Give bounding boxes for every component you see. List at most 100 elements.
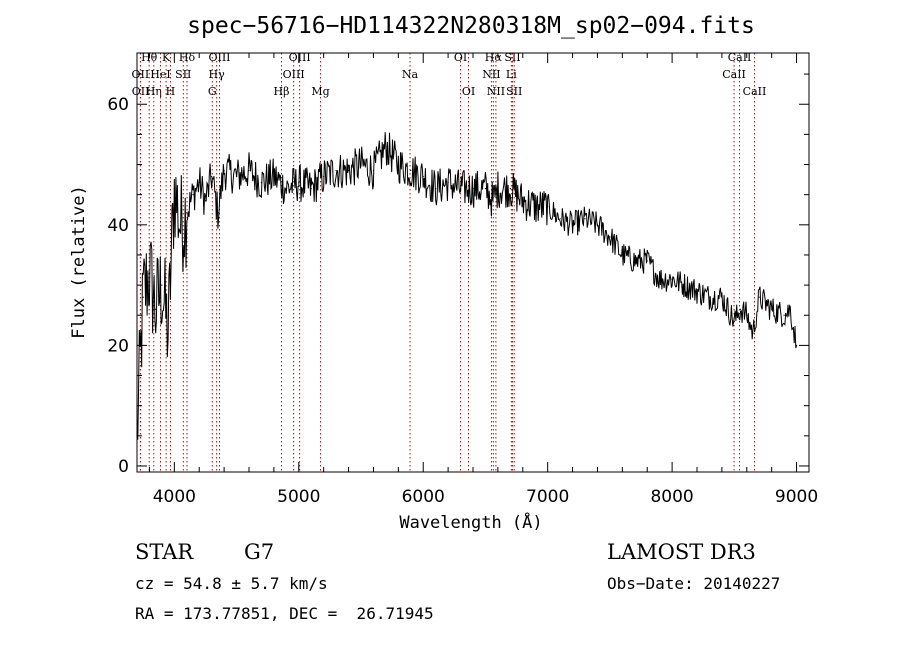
spectrum-point-37	[497, 188, 499, 190]
emission-line-label-15: Mg	[311, 85, 329, 98]
spectrum-point-53	[696, 290, 698, 292]
spectrum-point-20	[298, 182, 300, 184]
object-subclass: G7	[244, 540, 275, 564]
spectrum-point-13	[217, 212, 219, 214]
spectrum-point-32	[447, 182, 449, 184]
spectrum-point-18	[273, 175, 275, 178]
spectrum-point-64	[795, 344, 798, 346]
spectrum-series	[136, 132, 798, 440]
spectrum-point-31	[435, 188, 437, 190]
spectrum-point-41	[547, 206, 549, 208]
spectrum-point-34	[472, 188, 474, 190]
spectrum-point-25	[360, 163, 362, 166]
spectrum-point-14	[223, 169, 225, 172]
spectrum-point-15	[235, 175, 238, 178]
spectrum-point-6	[173, 188, 175, 190]
emission-line-label-22: SII	[504, 51, 520, 64]
spectrum-point-39	[522, 200, 524, 202]
spectrum-point-46	[609, 236, 611, 238]
emission-line-label-12: Hβ	[274, 85, 290, 98]
plot-frame	[136, 52, 810, 473]
spectrum-point-35	[484, 188, 487, 190]
emission-line-label-14: OIII	[289, 51, 311, 64]
object-class: STAR	[135, 540, 194, 564]
x-tick-label-9000: 9000	[775, 487, 818, 507]
spectrum-line	[136, 132, 798, 440]
spectrum-point-11	[204, 200, 207, 202]
spectrum-point-45	[596, 224, 599, 226]
spectrum-point-55	[721, 296, 723, 298]
emission-line-label-11: OIII	[208, 51, 230, 64]
spectrum-point-22	[323, 175, 325, 178]
spectrum-point-52	[683, 284, 686, 286]
y-tick-label-20: 20	[107, 336, 129, 356]
spectrum-point-61	[771, 308, 773, 310]
spectrum-point-56	[733, 320, 735, 322]
spectrum-point-8	[186, 212, 188, 214]
spectrum-point-23	[335, 169, 337, 172]
spectrum-point-48	[634, 260, 636, 262]
x-axis: 4000 5000 6000 7000 8000 9000	[148, 53, 818, 507]
spectrum-point-59	[752, 332, 754, 334]
spectrum-point-10	[198, 182, 200, 184]
spectrum-point-62	[783, 314, 785, 316]
observation-date: Obs−Date: 20140227	[607, 574, 781, 593]
x-tick-label-5000: 5000	[277, 487, 320, 507]
spectrum-point-36	[492, 200, 494, 202]
spectrum-point-3	[155, 308, 157, 310]
redshift-velocity: cz = 54.8 ± 5.7 km/s	[135, 574, 328, 593]
spectrum-point-28	[397, 163, 399, 166]
emission-line-label-3: Hη	[146, 85, 162, 98]
emission-line-label-26: CaII	[728, 51, 752, 64]
emission-line-markers: HθOIIOIIHηHeIKHSIIHδGHγOIIIHβOIIIOIIIMgN…	[132, 51, 767, 472]
spectrum-point-54	[708, 296, 711, 298]
spectrum-point-26	[372, 169, 375, 172]
spectrum-point-9	[192, 194, 194, 196]
spectrum-point-21	[310, 188, 312, 190]
emission-line-label-9: G	[208, 85, 217, 98]
spectrum-point-16	[248, 169, 250, 172]
spectrum-point-63	[789, 308, 791, 310]
spectrum-point-44	[584, 218, 586, 220]
spectrum-point-7	[179, 224, 182, 226]
emission-line-label-7: SII	[175, 68, 191, 81]
spectrum-point-60	[758, 296, 760, 298]
emission-line-label-13: OIII	[283, 68, 305, 81]
spectrum-point-27	[385, 145, 387, 148]
spectrum-point-17	[260, 182, 263, 184]
spectrum-point-1	[142, 296, 144, 298]
emission-line-label-10: Hγ	[209, 68, 226, 81]
y-axis: 0 20 40 60	[107, 73, 809, 477]
spectrum-point-40	[534, 206, 536, 208]
emission-line-label-23: Li	[506, 68, 517, 81]
y-axis-label: Flux (relative)	[69, 185, 89, 339]
emission-line-label-6: H	[166, 85, 176, 98]
emission-line-label-8: Hδ	[179, 51, 196, 64]
emission-line-label-25: CaII	[722, 68, 746, 81]
coordinates: RA = 173.77851, DEC = 26.71945	[135, 604, 434, 623]
x-tick-label-8000: 8000	[650, 487, 693, 507]
spectrum-point-5	[167, 332, 169, 334]
spectrum-point-2	[148, 272, 151, 274]
y-tick-label-0: 0	[118, 457, 129, 477]
x-tick-label-7000: 7000	[526, 487, 569, 507]
x-tick-label-4000: 4000	[153, 487, 196, 507]
emission-line-label-5: K	[162, 51, 171, 64]
emission-line-label-21: NII	[487, 85, 505, 98]
survey-name: LAMOST DR3	[607, 540, 756, 564]
spectrum-point-42	[559, 218, 561, 220]
spectrum-point-43	[571, 224, 574, 226]
spectrum-point-57	[739, 308, 742, 310]
y-tick-label-40: 40	[107, 216, 129, 236]
emission-line-label-16: Na	[402, 68, 419, 81]
spectrum-point-33	[459, 188, 462, 190]
spectrum-point-50	[659, 278, 661, 280]
emission-line-label-24: SII	[506, 85, 522, 98]
spectrum-point-30	[422, 175, 424, 178]
y-tick-label-60: 60	[107, 95, 129, 115]
emission-line-label-27: CaII	[743, 85, 767, 98]
chart-title: spec−56716−HD114322N280318M_sp02−094.fit…	[187, 13, 755, 39]
emission-line-label-19: NII	[482, 68, 500, 81]
spectrum-point-4	[161, 284, 163, 286]
